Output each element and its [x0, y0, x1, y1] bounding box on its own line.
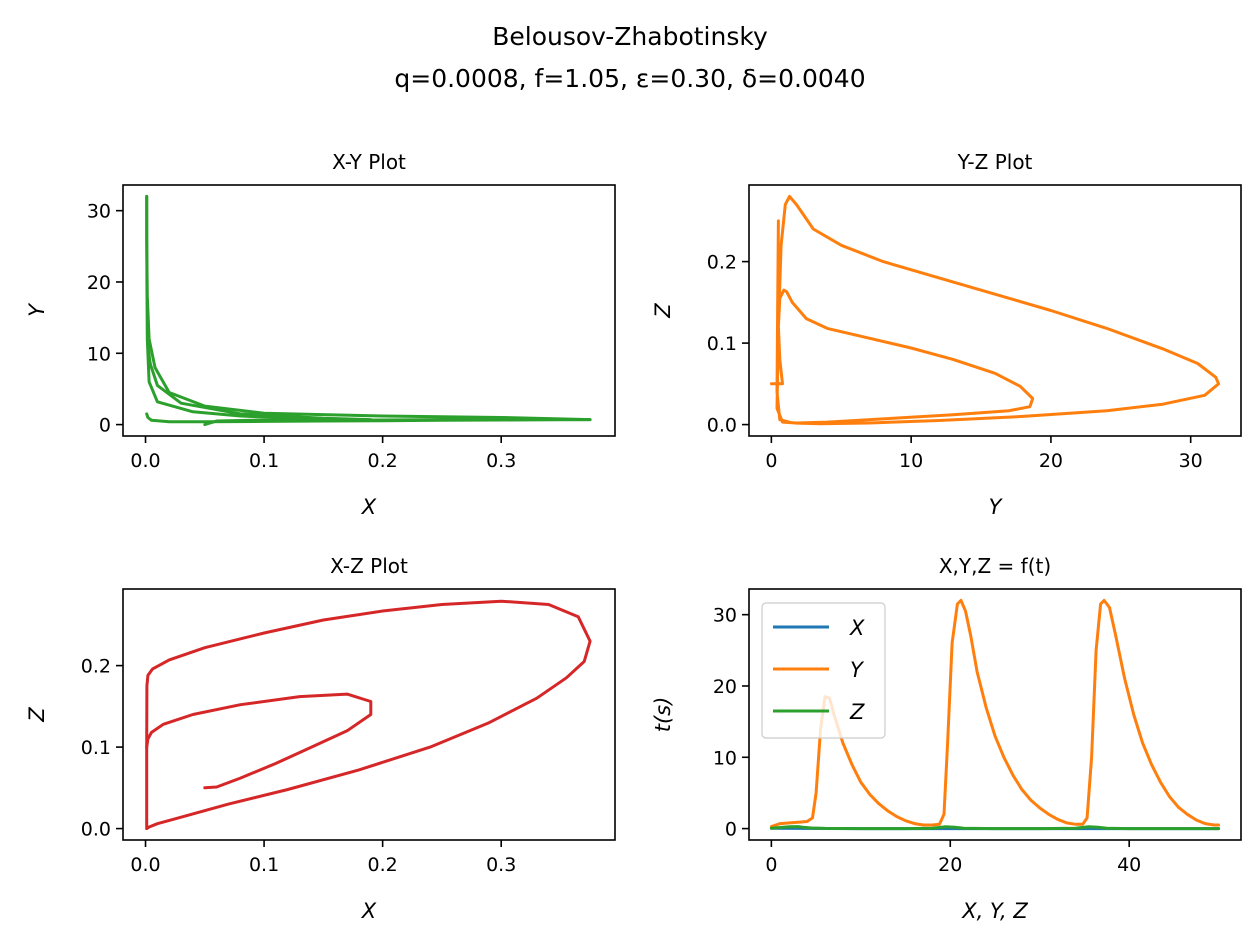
subplot-3: 0.0 0.1 0.2 0.3 0.0 0.1 0.2 X-Z Plot X Z	[25, 554, 616, 923]
y-tick-label: 0.2	[81, 656, 111, 678]
subplot-title: X-Z Plot	[330, 554, 408, 578]
axes-frame	[748, 184, 1242, 437]
series-line-2	[145, 599, 592, 831]
x-axis-label: X, Y, Z	[961, 899, 1028, 923]
x-axis-label: Y	[989, 495, 1004, 519]
y-tick-label: 0.2	[707, 252, 737, 274]
y-tick-label: 0.0	[81, 819, 111, 841]
legend-label-Z: Z	[849, 700, 865, 724]
legend-label-Y: Y	[850, 658, 865, 682]
x-tick-label: 0.0	[130, 854, 160, 876]
x-tick-label: 0.3	[486, 854, 516, 876]
y-tick-label: 0.1	[81, 737, 111, 759]
y-tick-label: 10	[87, 343, 111, 365]
x-tick-label: 0	[765, 450, 777, 472]
legend-label-X: X	[849, 616, 865, 640]
series-line-Z	[769, 825, 1221, 831]
x-tick-label: 40	[1117, 854, 1141, 876]
x-tick-label: 10	[899, 450, 923, 472]
axes-frame	[748, 588, 1242, 841]
x-tick-label: 20	[1039, 450, 1063, 472]
axes-frame	[122, 184, 616, 437]
x-tick-label: 0.0	[130, 450, 160, 472]
series-line-1	[769, 194, 1221, 426]
x-tick-label: 0.2	[368, 854, 398, 876]
y-axis-label: Y	[25, 302, 49, 317]
y-tick-label: 0.1	[707, 333, 737, 355]
subplot-title: X-Y Plot	[332, 150, 406, 174]
series-line-3	[145, 412, 592, 424]
x-tick-label: 0.1	[249, 450, 279, 472]
figure-title-line1: Belousov-Zhabotinsky	[492, 22, 768, 51]
y-axis-label: Z	[651, 303, 675, 319]
x-tick-label: 20	[938, 854, 962, 876]
subplot-4: 0 20 40 0 10 20 30 X,Y,Z = f(t) X, Y, Z t(s) XYZ	[651, 554, 1242, 923]
subplot-2: 0 10 20 30 0.0 0.1 0.2 Y-Z Plot Y Z	[651, 150, 1242, 519]
series-line-2	[145, 194, 373, 422]
y-tick-label: 30	[713, 605, 737, 627]
x-tick-label: 0.3	[486, 450, 516, 472]
y-tick-label: 0	[725, 819, 737, 841]
x-tick-label: 0.1	[249, 854, 279, 876]
y-tick-label: 0.0	[707, 415, 737, 437]
legend: XYZ	[761, 602, 886, 739]
series-line-1	[145, 692, 373, 790]
y-tick-label: 20	[87, 272, 111, 294]
y-axis-label: Z	[25, 707, 49, 723]
y-axis-label: t(s)	[651, 697, 675, 733]
subplot-title: X,Y,Z = f(t)	[939, 554, 1051, 578]
y-tick-label: 30	[87, 201, 111, 223]
subplot-1: 0.0 0.1 0.2 0.3 0 10 20 30 X-Y Plot X Y	[25, 150, 616, 519]
x-tick-label: 0.2	[368, 450, 398, 472]
x-tick-label: 30	[1179, 450, 1203, 472]
x-axis-label: X	[361, 899, 377, 923]
figure-title-line2: q=0.0008, f=1.05, ε=0.30, δ=0.0040	[394, 64, 865, 93]
y-tick-label: 10	[713, 747, 737, 769]
y-tick-label: 20	[713, 676, 737, 698]
x-tick-label: 0	[765, 854, 777, 876]
x-axis-label: X	[361, 495, 377, 519]
y-tick-label: 0	[99, 415, 111, 437]
axes-frame	[122, 588, 616, 841]
subplot-title: Y-Z Plot	[957, 150, 1033, 174]
